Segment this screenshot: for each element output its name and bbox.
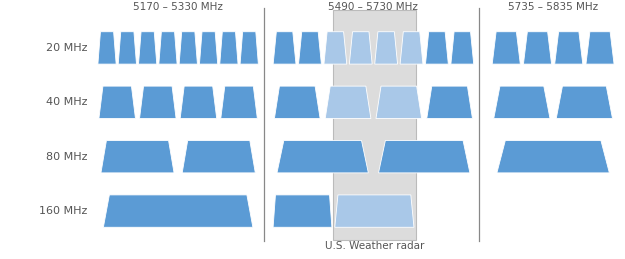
Polygon shape [556,86,612,119]
Text: 5170 – 5330 MHz: 5170 – 5330 MHz [133,2,223,12]
Polygon shape [98,32,116,64]
Text: 40 MHz: 40 MHz [46,97,88,107]
Polygon shape [139,32,157,64]
Polygon shape [492,32,520,64]
Polygon shape [273,195,332,227]
Polygon shape [451,32,474,64]
Polygon shape [426,32,448,64]
Polygon shape [379,140,470,173]
Polygon shape [159,32,177,64]
Polygon shape [139,86,176,119]
Polygon shape [199,32,217,64]
Polygon shape [325,86,371,119]
Polygon shape [299,32,321,64]
Polygon shape [274,86,320,119]
Polygon shape [524,32,552,64]
Polygon shape [277,140,368,173]
Polygon shape [494,86,550,119]
Polygon shape [220,32,238,64]
Text: 5490 – 5730 MHz: 5490 – 5730 MHz [329,2,418,12]
Polygon shape [180,86,217,119]
Polygon shape [400,32,423,64]
Polygon shape [497,140,609,173]
Text: 160 MHz: 160 MHz [39,206,88,216]
Polygon shape [103,195,253,227]
Text: 5735 – 5835 MHz: 5735 – 5835 MHz [508,2,598,12]
Text: U.S. Weather radar: U.S. Weather radar [325,241,424,251]
Polygon shape [376,86,422,119]
Polygon shape [99,86,136,119]
Polygon shape [586,32,614,64]
Polygon shape [335,195,414,227]
Polygon shape [427,86,472,119]
Polygon shape [324,32,347,64]
Polygon shape [555,32,582,64]
Polygon shape [101,140,174,173]
Polygon shape [221,86,258,119]
Polygon shape [182,140,255,173]
Polygon shape [349,32,372,64]
Text: 20 MHz: 20 MHz [46,43,88,53]
Text: 80 MHz: 80 MHz [46,152,88,162]
Bar [333,10,416,240]
Polygon shape [118,32,136,64]
Polygon shape [179,32,198,64]
Polygon shape [240,32,258,64]
Polygon shape [273,32,296,64]
Polygon shape [375,32,398,64]
